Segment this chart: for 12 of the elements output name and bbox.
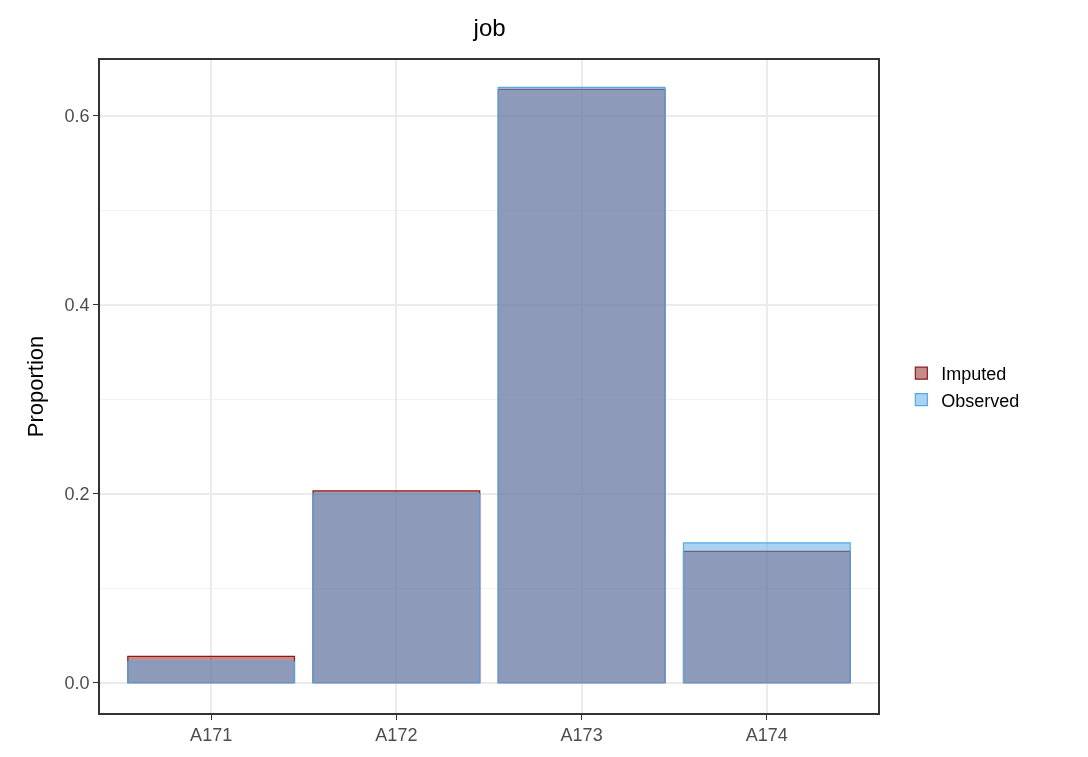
x-tick-label: A174	[745, 725, 788, 746]
y-tick-label: 0.0	[64, 673, 90, 694]
legend-label: Observed	[941, 390, 1020, 411]
x-tick-label: A171	[190, 725, 233, 746]
y-tick-label: 0.2	[64, 484, 90, 505]
chart-title: job	[472, 13, 506, 41]
x-tick-label: A173	[560, 725, 603, 746]
y-axis-title: Proportion	[22, 335, 48, 438]
x-tick-label: A172	[375, 725, 418, 746]
y-tick-label: 0.6	[64, 106, 90, 127]
legend-label: Imputed	[941, 364, 1007, 385]
y-tick-label: 0.4	[64, 295, 90, 316]
